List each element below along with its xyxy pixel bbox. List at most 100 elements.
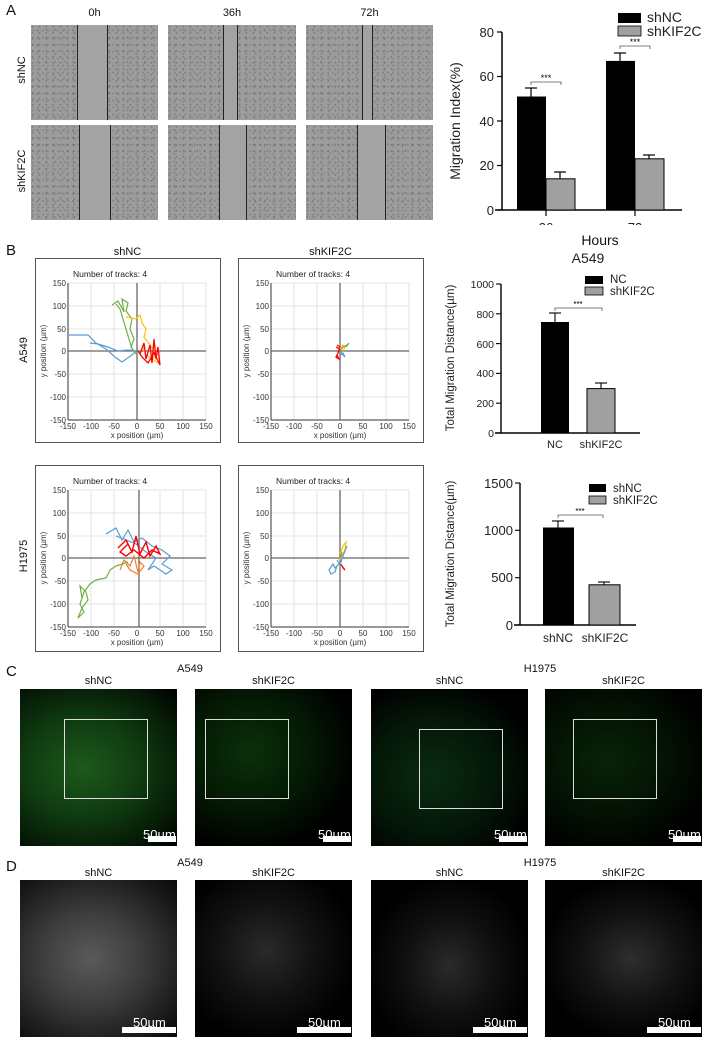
- track-plot-h1975-shkif2c: Number of tracks: 4 150 100 50 0 -50 -100 -150…: [238, 465, 424, 652]
- time-label-36h: 36h: [222, 7, 242, 19]
- bar-shkif2c-72: [634, 158, 665, 211]
- legend-swatch-shkif2c: [584, 286, 604, 296]
- svg-text:50: 50: [359, 422, 368, 431]
- scale-bar: [323, 836, 351, 842]
- xtick-72: 72: [628, 220, 642, 225]
- track-plot-h1975-shnc: Number of tracks: 4 150 100 50 0 -50 -100 -150…: [35, 465, 221, 652]
- time-label-0h: 0h: [88, 7, 101, 19]
- svg-text:-50: -50: [311, 422, 323, 431]
- xtick-nc: NC: [547, 439, 563, 448]
- significance: ***: [573, 300, 582, 309]
- row-label-shnc: shNC: [16, 56, 28, 84]
- wound-image-shnc-0h: [31, 25, 158, 120]
- track-count-label: Number of tracks: 4: [73, 476, 147, 486]
- ytick-40: 40: [480, 114, 494, 129]
- legend-label-shkif2c: shKIF2C: [613, 495, 658, 507]
- col-label-c-shnc-a549: shNC: [84, 675, 113, 687]
- col-label-d-shnc-h1975: shNC: [435, 867, 464, 879]
- scale-bar: [122, 1027, 176, 1033]
- if-image-a549-shkif2c: [195, 689, 352, 846]
- track-plot-a549-shkif2c: Number of tracks: 4 150 100 50 0 -50 -100 -150…: [238, 258, 424, 443]
- bar-shnc: [543, 527, 574, 625]
- row-label-a549: A549: [18, 337, 30, 363]
- col-label-d-shkif2c-h1975: shKIF2C: [602, 867, 645, 879]
- svg-text:0: 0: [62, 347, 67, 356]
- svg-text:100: 100: [379, 629, 393, 638]
- scale-bar: [647, 1027, 701, 1033]
- ytick-500: 500: [491, 570, 513, 585]
- col-label-d-shnc-a549: shNC: [84, 867, 113, 879]
- col-label-c-shnc-h1975: shNC: [435, 675, 464, 687]
- scale-bar-label-d4: 50µm: [658, 1015, 691, 1030]
- legend-label-shkif2c: shKIF2C: [647, 23, 701, 39]
- xtick-36: 36: [539, 220, 553, 225]
- svg-text:150: 150: [53, 279, 67, 288]
- svg-text:-100: -100: [253, 393, 270, 402]
- svg-text:-150: -150: [60, 629, 77, 638]
- wound-image-shnc-72h: [306, 25, 433, 120]
- scale-bar-label-c4: 50µm: [668, 827, 701, 842]
- h1975-migration-distance-chart: 1500 1000 500 0 Total Migration Distance…: [445, 476, 658, 645]
- svg-text:150: 150: [256, 279, 270, 288]
- svg-text:-150: -150: [263, 629, 280, 638]
- scale-bar: [148, 836, 176, 842]
- svg-text:-50: -50: [257, 577, 269, 586]
- svg-text:150: 150: [256, 486, 270, 495]
- chart-title-a549: A549: [572, 250, 605, 266]
- xtick-shkif2c: shKIF2C: [582, 631, 629, 645]
- svg-text:-150: -150: [50, 416, 67, 425]
- track-count-label: Number of tracks: 4: [276, 476, 350, 486]
- track-y-label: y position (µm): [242, 324, 251, 377]
- svg-text:-100: -100: [50, 393, 67, 402]
- col-label-c-shkif2c-h1975: shKIF2C: [602, 675, 645, 687]
- svg-text:150: 150: [53, 486, 67, 495]
- bar-shkif2c: [586, 388, 616, 434]
- svg-text:-100: -100: [83, 422, 100, 431]
- grayscale-image-h1975-shkif2c: [545, 880, 702, 1037]
- group-label-c-h1975: H1975: [523, 663, 557, 675]
- svg-text:100: 100: [176, 629, 190, 638]
- legend-swatch-shnc: [589, 484, 606, 492]
- legend-label-nc: NC: [610, 274, 627, 286]
- svg-text:-100: -100: [50, 600, 67, 609]
- track-y-label: y position (µm): [39, 531, 48, 584]
- svg-text:150: 150: [402, 629, 416, 638]
- svg-text:-100: -100: [286, 629, 303, 638]
- legend-swatch-shkif2c: [617, 25, 642, 37]
- significance-36: ***: [541, 73, 552, 83]
- track-plot-a549-shnc: Number of tracks: 4 150 100 50 0 -50 -100 -150…: [35, 258, 221, 443]
- col-label-d-shkif2c-a549: shKIF2C: [252, 867, 295, 879]
- legend-label-shnc: shNC: [647, 9, 682, 25]
- svg-text:100: 100: [53, 509, 67, 518]
- scale-bar: [673, 836, 701, 842]
- if-image-a549-shnc: 50µm: [20, 689, 177, 846]
- ytick-0: 0: [506, 618, 513, 633]
- track-count-label: Number of tracks: 4: [276, 269, 350, 279]
- roi-box: [573, 719, 657, 799]
- svg-text:50: 50: [57, 325, 66, 334]
- track-y-label: y position (µm): [39, 324, 48, 377]
- time-label-72h: 72h: [360, 7, 379, 19]
- scale-bar: [499, 836, 527, 842]
- significance-72: ***: [630, 37, 641, 47]
- y-axis-label: Total Migration Distance(µm): [445, 481, 457, 628]
- track-x-label: x position (µm): [314, 638, 367, 647]
- ytick-60: 60: [480, 69, 494, 84]
- svg-text:0: 0: [338, 422, 343, 431]
- svg-text:0: 0: [135, 422, 140, 431]
- y-axis-label: Migration Index(%): [447, 62, 463, 180]
- svg-text:50: 50: [156, 629, 165, 638]
- svg-text:0: 0: [135, 629, 140, 638]
- ytick-1000: 1000: [471, 279, 495, 291]
- svg-text:-100: -100: [286, 422, 303, 431]
- svg-text:100: 100: [379, 422, 393, 431]
- svg-text:50: 50: [359, 629, 368, 638]
- ytick-0: 0: [488, 428, 494, 440]
- scale-bar-label-d3: 50µm: [484, 1015, 517, 1030]
- row-label-shkif2c: shKIF2C: [16, 149, 28, 193]
- svg-text:50: 50: [156, 422, 165, 431]
- wound-image-shkif2c-72h: [306, 125, 433, 220]
- if-image-h1975-shnc: [371, 689, 528, 846]
- svg-text:50: 50: [260, 325, 269, 334]
- roi-box: [419, 729, 503, 809]
